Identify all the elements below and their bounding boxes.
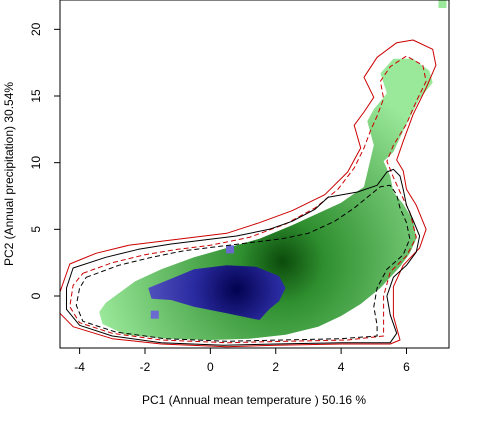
contour-line-red-solid bbox=[60, 39, 437, 348]
density-block-1 bbox=[225, 245, 234, 254]
contour-line-black-solid bbox=[66, 168, 421, 346]
x-tick-label: 6 bbox=[403, 360, 410, 374]
x-tick-label: -2 bbox=[140, 360, 151, 374]
density-block-3 bbox=[438, 0, 447, 8]
x-tick-label: 4 bbox=[338, 360, 345, 374]
y-axis-label: PC2 (Annual precipitation) 30.54% bbox=[2, 82, 16, 266]
x-axis-label: PC1 (Annual mean temperature ) 50.16 % bbox=[142, 393, 366, 407]
y-tick-label: 5 bbox=[29, 226, 43, 233]
x-tick-label: 0 bbox=[207, 360, 214, 374]
y-axis: 0 5 10 15 20 bbox=[29, 22, 60, 299]
x-tick-label: 2 bbox=[272, 360, 279, 374]
blue-density-region bbox=[148, 265, 286, 320]
y-tick-label: 0 bbox=[29, 292, 43, 299]
contour-line-black-dashed bbox=[75, 184, 411, 342]
x-tick-label: -4 bbox=[74, 360, 85, 374]
density-block-2 bbox=[150, 310, 159, 319]
plot-area bbox=[60, 0, 447, 348]
green-density-region bbox=[99, 58, 433, 340]
plot-frame bbox=[59, 0, 450, 349]
y-tick-label: 10 bbox=[29, 156, 43, 170]
y-tick-label: 15 bbox=[29, 89, 43, 103]
y-tick-label: 20 bbox=[29, 22, 43, 36]
x-axis: -4 -2 0 2 4 6 bbox=[74, 348, 410, 374]
